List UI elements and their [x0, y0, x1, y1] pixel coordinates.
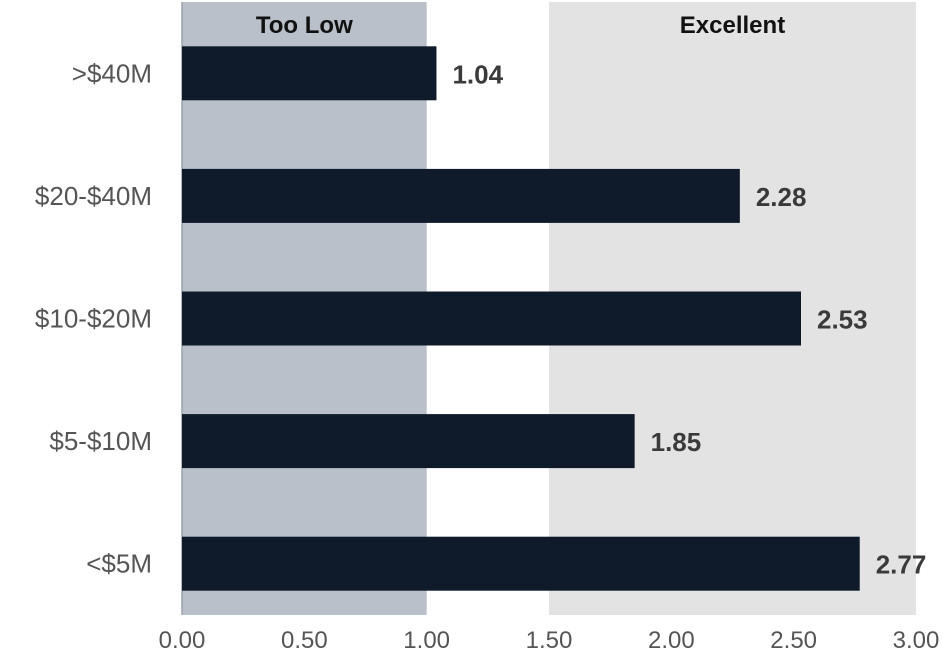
bar [182, 168, 740, 223]
category-label: >$40M [72, 58, 152, 88]
bar [182, 536, 860, 591]
x-tick-label: 1.00 [403, 627, 450, 654]
category-labels: >$40M $20-$40M $10-$20M $5-$10M <$5M [35, 58, 152, 578]
data-label: 1.04 [452, 59, 503, 89]
x-tick-label: 2.00 [648, 627, 695, 654]
band-label-excellent: Excellent [680, 12, 785, 39]
bar [182, 414, 635, 469]
category-label: <$5M [86, 549, 152, 579]
x-tick-label: 1.50 [526, 627, 573, 654]
band-label-too-low: Too Low [256, 12, 353, 39]
bar [182, 291, 802, 346]
x-tick-label: 0.00 [159, 627, 206, 654]
x-tick-label: 2.50 [770, 627, 817, 654]
bar [182, 46, 437, 101]
data-label: 1.85 [651, 427, 702, 457]
x-axis-tick-labels: 0.00 0.50 1.00 1.50 2.00 2.50 3.00 [159, 627, 940, 654]
data-label: 2.28 [756, 182, 807, 212]
bars-layer [182, 46, 860, 591]
category-label: $5-$10M [49, 426, 152, 456]
category-label: $10-$20M [35, 304, 152, 334]
data-label: 2.77 [876, 550, 927, 580]
x-tick-label: 0.50 [281, 627, 328, 654]
category-label: $20-$40M [35, 181, 152, 211]
value-labels: 1.04 2.28 2.53 1.85 2.77 [452, 59, 926, 579]
data-label: 2.53 [817, 305, 868, 335]
x-tick-label: 3.00 [893, 627, 940, 654]
